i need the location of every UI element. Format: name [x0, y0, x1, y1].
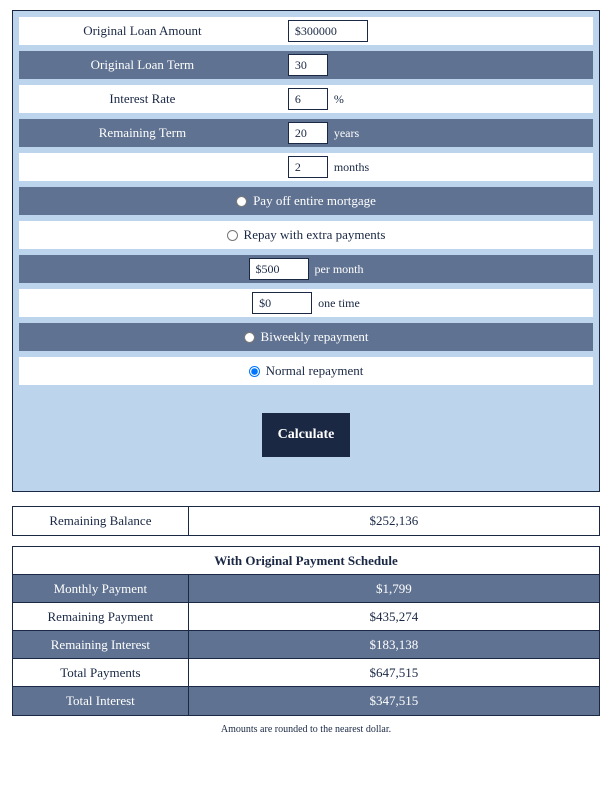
biweekly-label: Biweekly repayment [261, 329, 369, 345]
extra-onetime-row: one time [19, 289, 593, 317]
extra-onetime-input[interactable] [252, 292, 312, 314]
calculator-panel: Original Loan Amount Original Loan Term … [12, 10, 600, 492]
interest-unit: % [334, 92, 344, 107]
loan-amount-row: Original Loan Amount [19, 17, 593, 45]
monthly-row: Monthly Payment $1,799 [13, 575, 599, 603]
schedule-table: With Original Payment Schedule Monthly P… [12, 546, 600, 716]
total-pay-value: $647,515 [189, 659, 599, 686]
rem-pay-row: Remaining Payment $435,274 [13, 603, 599, 631]
normal-row: Normal repayment [19, 357, 593, 385]
monthly-label: Monthly Payment [13, 575, 189, 602]
remaining-months-row: months [19, 153, 593, 181]
total-pay-label: Total Payments [13, 659, 189, 686]
extra-radio[interactable] [227, 230, 238, 241]
interest-row: Interest Rate % [19, 85, 593, 113]
biweekly-row: Biweekly repayment [19, 323, 593, 351]
balance-row: Remaining Balance $252,136 [13, 507, 599, 535]
monthly-value: $1,799 [189, 575, 599, 602]
normal-label: Normal repayment [266, 363, 364, 379]
total-int-value: $347,515 [189, 687, 599, 715]
rem-int-row: Remaining Interest $183,138 [13, 631, 599, 659]
balance-value: $252,136 [189, 507, 599, 535]
extra-monthly-unit: per month [315, 262, 364, 277]
schedule-header: With Original Payment Schedule [13, 547, 599, 575]
loan-term-input[interactable] [288, 54, 328, 76]
footnote: Amounts are rounded to the nearest dolla… [12, 724, 600, 735]
total-pay-row: Total Payments $647,515 [13, 659, 599, 687]
loan-amount-label: Original Loan Amount [19, 23, 266, 39]
rem-pay-label: Remaining Payment [13, 603, 189, 630]
normal-radio[interactable] [249, 366, 260, 377]
remaining-years-row: Remaining Term years [19, 119, 593, 147]
extra-monthly-row: per month [19, 255, 593, 283]
rem-pay-value: $435,274 [189, 603, 599, 630]
extra-onetime-unit: one time [318, 296, 360, 311]
rem-int-value: $183,138 [189, 631, 599, 658]
remaining-label: Remaining Term [19, 125, 266, 141]
total-int-label: Total Interest [13, 687, 189, 715]
remaining-years-input[interactable] [288, 122, 328, 144]
payoff-radio[interactable] [236, 196, 247, 207]
remaining-months-input[interactable] [288, 156, 328, 178]
calculate-button[interactable]: Calculate [262, 413, 351, 457]
biweekly-radio[interactable] [244, 332, 255, 343]
remaining-months-unit: months [334, 160, 369, 175]
payoff-label: Pay off entire mortgage [253, 193, 376, 209]
total-int-row: Total Interest $347,515 [13, 687, 599, 715]
loan-amount-input[interactable] [288, 20, 368, 42]
balance-label: Remaining Balance [13, 507, 189, 535]
loan-term-row: Original Loan Term [19, 51, 593, 79]
payoff-row: Pay off entire mortgage [19, 187, 593, 215]
extra-row: Repay with extra payments [19, 221, 593, 249]
balance-table: Remaining Balance $252,136 [12, 506, 600, 536]
extra-monthly-input[interactable] [249, 258, 309, 280]
remaining-years-unit: years [334, 126, 359, 141]
interest-input[interactable] [288, 88, 328, 110]
interest-label: Interest Rate [19, 91, 266, 107]
extra-label: Repay with extra payments [244, 227, 386, 243]
loan-term-label: Original Loan Term [19, 57, 266, 73]
rem-int-label: Remaining Interest [13, 631, 189, 658]
